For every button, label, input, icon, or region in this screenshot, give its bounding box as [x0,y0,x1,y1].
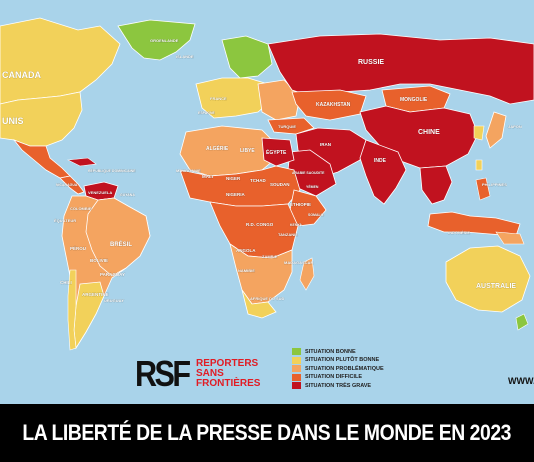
region-japan [485,111,507,149]
label-egypt: ÉGYPTE [266,148,287,156]
region-taiwan [475,159,483,171]
label-usa: UNIS [2,116,24,126]
label-tanzania: TANZANIE [278,232,298,237]
label-australia: AUSTRALIE [476,283,516,290]
region-greenland [117,19,196,61]
label-yemen: YÉMEN [306,184,319,189]
region-southeast-asia [419,165,453,205]
label-iceland: ISLANDE [176,54,194,59]
label-uruguay: URUGUAY [104,298,124,303]
label-turkey: TURQUIE [278,124,296,129]
legend-label: SITUATION PROBLÉMATIQUE [305,365,384,372]
legend-item: SITUATION BONNE [292,348,356,355]
label-peru: PÉROU [70,244,86,251]
label-ecuador: ÉQUATEUR [54,218,76,223]
label-sudan: SOUDAN [270,182,290,187]
rsf-name-line-1: REPORTERS [196,358,259,369]
label-venezuela: VENEZUELA [88,190,112,195]
label-kazakhstan: KAZAKHSTAN [316,102,351,108]
legend-swatch [292,356,301,364]
label-indonesia: INDONÉSIE [448,230,470,235]
label-france: FRANCE [210,96,227,101]
label-guyana: GUYANA [120,193,135,197]
label-greenland: GROENLANDE [150,38,179,43]
label-mongolia: MONGOLIE [400,97,428,103]
region-eastern-europe [257,79,301,121]
rsf-logo-mark: RSF [135,353,191,394]
label-iran: IRAN [320,142,331,147]
label-kenya: KENYA [290,223,302,227]
region-scandinavia [221,35,273,79]
rsf-name-line-2: SANS FRONTIÈRES [196,368,261,389]
label-rdc: R.D. CONGO [246,222,274,227]
label-somalia: SOMALIE [308,213,325,217]
legend-label: SITUATION BONNE [305,348,356,355]
label-nigeria: NIGERIA [226,192,246,197]
label-china: CHINE [418,129,440,136]
label-libya: LIBYE [240,148,255,154]
rsf-logo-name: REPORTERS SANS FRONTIÈRES [196,359,286,389]
label-philippines: PHILIPPINES [482,182,507,187]
region-india [359,139,407,205]
region-chile [67,269,77,351]
label-russia: RUSSIE [358,59,384,66]
legend-swatch [292,365,301,372]
legend-swatch [292,373,301,381]
label-canada: CANADA [2,70,41,80]
title-banner: LA LIBERTÉ DE LA PRESSE DANS LE MONDE EN… [0,404,534,462]
region-papua [495,231,525,245]
label-saudi-arabia: ARABIE SAOUDITE [292,171,325,175]
legend-item: SITUATION PLUTÔT BONNE [292,356,380,364]
region-cuba [66,157,97,167]
region-south-africa [241,289,277,319]
legend-item: SITUATION TRÈS GRAVE [292,382,371,389]
legend-item: SITUATION PROBLÉMATIQUE [292,365,384,372]
region-turkey [267,117,315,135]
website-url: WWW.R [508,376,534,386]
region-madagascar [299,257,315,291]
label-angola: ANGOLA [236,248,256,253]
label-bolivia: BOLIVIE [90,258,108,263]
label-namibia: NAMIBIE [238,268,255,273]
label-chile: CHILI [60,280,72,285]
legend-label: SITUATION DIFFICILE [305,374,363,380]
rsf-logo: RSF REPORTERS SANS FRONTIÈRES [135,356,286,392]
label-spain: ESPAGNE [198,111,216,115]
label-chad: TCHAD [250,178,266,183]
legend-label: SITUATION PLUTÔT BONNE [305,357,380,363]
region-new-zealand [515,313,529,331]
label-niger: NIGER [226,176,241,181]
world-press-freedom-map: CANADA UNIS GROENLANDE ISLANDE RUSSIE KA… [0,17,534,351]
label-japan: JAPON [508,124,522,129]
legend-label: SITUATION TRÈS GRAVE [305,382,372,389]
region-southern-africa [229,243,293,305]
legend-item: SITUATION DIFFICILE [292,373,363,381]
label-mauritania: MAURITANIE [176,168,201,173]
page-title: LA LIBERTÉ DE LA PRESSE DANS LE MONDE EN… [22,420,512,445]
label-zambia: ZAMBIE [262,254,278,259]
region-brazil [85,197,151,277]
label-colombia: COLOMBIE [70,206,92,211]
label-algeria: ALGÉRIE [206,144,229,152]
region-egypt [261,137,295,167]
region-korea [473,125,485,141]
region-kazakhstan [291,89,367,121]
region-central-america [59,175,85,195]
legend-swatch [292,348,301,355]
legend-swatch [292,382,301,389]
region-australia [445,245,531,313]
label-dominican-republic: RÉPUBLIQUE DOMINICAINE [88,168,136,173]
region-philippines [475,177,491,201]
label-argentina: ARGENTINE [82,292,109,297]
label-madagascar: MADAGASCAR [284,260,313,265]
label-paraguay: PARAGUAY [100,272,125,277]
label-nicaragua: NICARAGUA [56,183,78,187]
label-brazil: BRÉSIL [110,240,132,248]
label-mali: MALI [202,174,213,179]
label-south-africa: AFRIQUE DU SUD [250,296,285,301]
label-india: INDE [374,158,387,164]
label-ethiopia: ÉTHIOPIE [290,200,311,207]
